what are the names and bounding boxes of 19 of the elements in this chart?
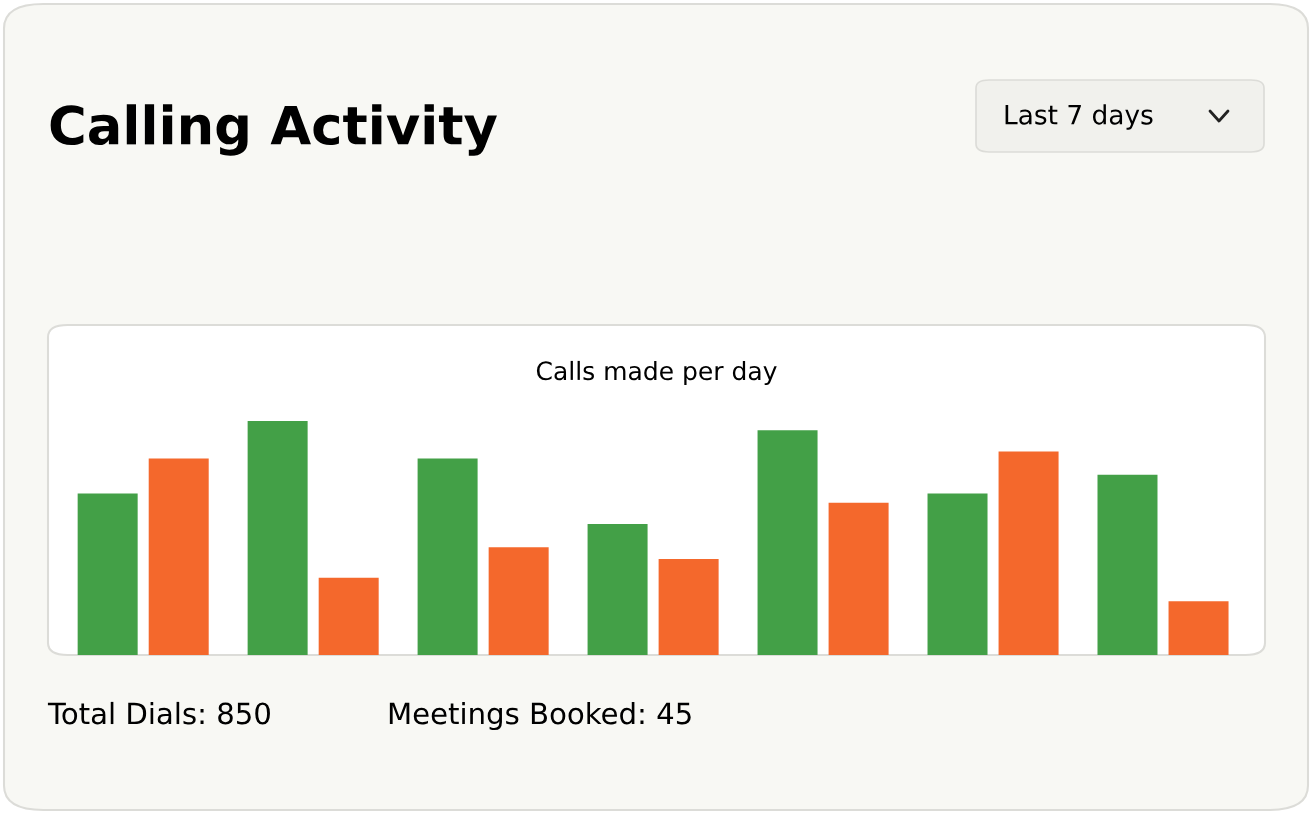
bar [927,493,988,655]
bar [77,493,138,655]
bar [417,458,478,655]
bar [318,577,379,655]
chart-subtitle: Calls made per day [536,360,777,386]
bar [828,502,889,655]
bar [148,458,209,655]
text: Total Dials: 850 [47,701,270,725]
bar [1168,601,1229,655]
bar [658,559,719,655]
bar [247,420,308,655]
text: Last 7 days [1005,104,1153,130]
bar [998,451,1059,655]
bar [1097,474,1158,655]
text: Meetings Booked: 45 [389,701,691,731]
bar [488,547,549,655]
bar [757,430,818,655]
bar [587,523,648,655]
chart-title: Calling Activity [50,104,497,156]
